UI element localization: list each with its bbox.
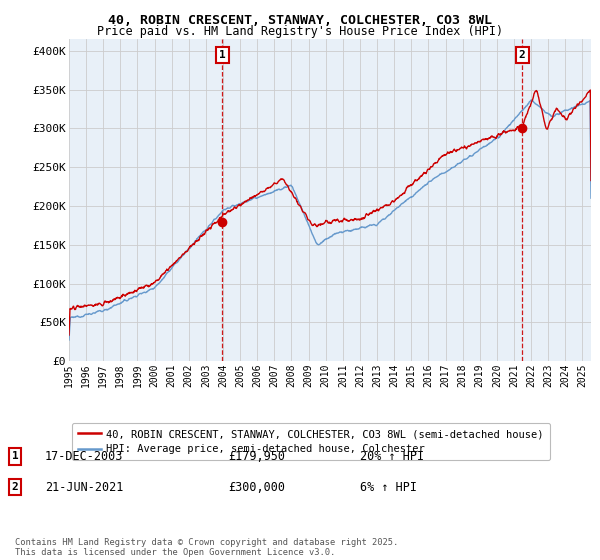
Text: 1: 1 <box>219 50 226 60</box>
Text: Price paid vs. HM Land Registry's House Price Index (HPI): Price paid vs. HM Land Registry's House … <box>97 25 503 38</box>
Text: £179,950: £179,950 <box>228 450 285 463</box>
Text: Contains HM Land Registry data © Crown copyright and database right 2025.
This d: Contains HM Land Registry data © Crown c… <box>15 538 398 557</box>
Text: 17-DEC-2003: 17-DEC-2003 <box>45 450 124 463</box>
Text: 21-JUN-2021: 21-JUN-2021 <box>45 480 124 494</box>
Text: 40, ROBIN CRESCENT, STANWAY, COLCHESTER, CO3 8WL: 40, ROBIN CRESCENT, STANWAY, COLCHESTER,… <box>108 14 492 27</box>
Legend: 40, ROBIN CRESCENT, STANWAY, COLCHESTER, CO3 8WL (semi-detached house), HPI: Ave: 40, ROBIN CRESCENT, STANWAY, COLCHESTER,… <box>71 423 550 460</box>
Text: 6% ↑ HPI: 6% ↑ HPI <box>360 480 417 494</box>
Text: 2: 2 <box>518 50 526 60</box>
Text: £300,000: £300,000 <box>228 480 285 494</box>
Text: 2: 2 <box>11 482 19 492</box>
Text: 1: 1 <box>11 451 19 461</box>
Text: 20% ↑ HPI: 20% ↑ HPI <box>360 450 424 463</box>
